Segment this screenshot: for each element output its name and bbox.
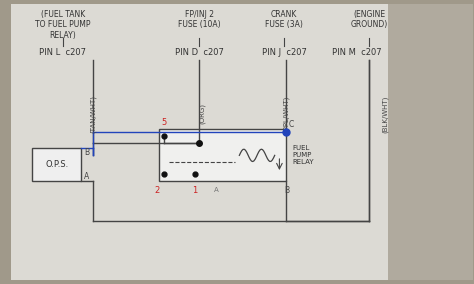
Text: 1: 1 [192, 185, 197, 195]
Text: FUEL
PUMP
RELAY: FUEL PUMP RELAY [292, 145, 314, 165]
Text: (FUEL TANK
TO FUEL PUMP
RELAY): (FUEL TANK TO FUEL PUMP RELAY) [35, 10, 91, 40]
Text: (BLK/WHT): (BLK/WHT) [382, 95, 389, 133]
Text: 2: 2 [154, 185, 160, 195]
Text: C: C [289, 120, 294, 129]
Text: A: A [214, 187, 219, 193]
Bar [32, 148, 82, 181]
Text: PIN J  c207: PIN J c207 [262, 47, 307, 57]
Text: O.P.S.: O.P.S. [45, 160, 68, 169]
Text: B: B [284, 185, 289, 195]
Bar [11, 4, 388, 280]
Text: A: A [84, 172, 89, 181]
Text: PIN M  c207: PIN M c207 [332, 47, 382, 57]
Text: (ENGINE
GROUND): (ENGINE GROUND) [350, 10, 388, 29]
Bar [159, 129, 286, 181]
Text: PIN L  c207: PIN L c207 [39, 47, 86, 57]
Text: FP/INJ 2
FUSE (10A): FP/INJ 2 FUSE (10A) [178, 10, 220, 29]
Text: PIN D  c207: PIN D c207 [175, 47, 224, 57]
Text: B: B [84, 148, 89, 156]
Bar [388, 4, 473, 280]
Text: 5: 5 [161, 118, 166, 127]
Text: (PPL/WHT): (PPL/WHT) [283, 96, 290, 132]
Text: (ORG): (ORG) [199, 103, 205, 124]
Text: (TAN/WHT): (TAN/WHT) [90, 95, 97, 133]
Text: CRANK
FUSE (3A): CRANK FUSE (3A) [265, 10, 303, 29]
